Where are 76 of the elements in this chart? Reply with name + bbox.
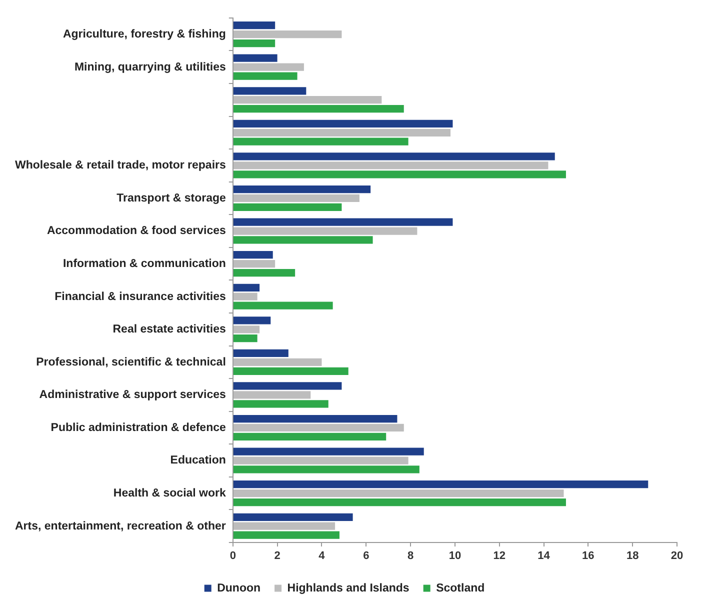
bar (233, 358, 322, 366)
x-tick-label: 0 (230, 550, 236, 562)
x-tick-label: 4 (318, 550, 326, 562)
y-tick-label: Public administration & defence (50, 422, 226, 434)
bar (233, 185, 371, 194)
bar (233, 72, 298, 80)
bar (233, 30, 342, 38)
bar (233, 268, 296, 277)
x-tick-label: 12 (493, 550, 506, 562)
x-tick-label: 14 (538, 550, 551, 562)
x-tick-label: 6 (363, 550, 370, 562)
bar (233, 316, 271, 324)
bar (233, 302, 333, 310)
legend-label: Scotland (436, 582, 485, 594)
bar (233, 292, 258, 300)
bar (233, 105, 404, 113)
bar (233, 414, 398, 423)
bar (233, 480, 648, 488)
y-tick-label: Real estate activities (112, 324, 226, 336)
bar (233, 490, 564, 498)
bar (233, 194, 360, 202)
y-tick-label: Accommodation & food services (46, 225, 226, 238)
bar (233, 22, 276, 30)
bar (233, 138, 408, 146)
bar (233, 513, 353, 521)
y-tick-label: Transport & storage (116, 192, 226, 204)
bar (233, 424, 404, 432)
bar (233, 400, 328, 408)
bar (233, 251, 273, 259)
bar (233, 367, 348, 375)
legend-label: Dunoon (217, 582, 261, 594)
y-tick-label: Wholesale & retail trade, motor repairs (14, 160, 226, 172)
y-tick-label: Information & communication (62, 258, 226, 270)
bar (233, 96, 382, 104)
bar (233, 349, 288, 358)
y-tick-label: Financial & insurance activities (54, 290, 226, 303)
bar (233, 334, 258, 342)
bar (233, 39, 276, 48)
x-tick-label: 8 (407, 550, 414, 562)
bar (233, 203, 342, 211)
bar (233, 284, 260, 292)
bar (233, 391, 311, 399)
bar (233, 87, 306, 95)
y-tick-label: Education (170, 454, 226, 467)
bar (233, 120, 453, 128)
x-tick-label: 16 (582, 550, 594, 562)
bar (233, 152, 555, 160)
y-tick-label: Agriculture, forestry & fishing (62, 28, 226, 40)
bar (233, 382, 342, 390)
bar (233, 236, 373, 244)
y-tick-label: Arts, entertainment, recreation & other (15, 520, 226, 532)
bar (233, 162, 548, 170)
bar (233, 170, 566, 178)
bar (233, 531, 340, 539)
bar (233, 260, 276, 268)
bar (233, 326, 260, 334)
y-tick-label: Professional, scientific & technical (36, 356, 226, 368)
y-tick-label: Mining, quarrying & utilities (74, 61, 226, 74)
y-tick-label: Health & social work (113, 487, 226, 500)
bar (233, 448, 424, 456)
bar (233, 54, 278, 62)
bar (233, 128, 451, 136)
y-tick-label: Administrative & support services (39, 389, 226, 402)
bar (233, 466, 420, 474)
legend-label: Highlands and Islands (287, 582, 410, 594)
bar (233, 432, 386, 441)
x-tick-label: 18 (626, 550, 639, 562)
x-tick-label: 10 (448, 550, 462, 562)
bar (233, 218, 453, 226)
x-tick-label: 20 (670, 550, 684, 562)
bar (233, 522, 336, 530)
bar (233, 63, 304, 71)
x-tick-label: 2 (274, 550, 280, 562)
bar (233, 498, 566, 506)
bar (233, 227, 418, 235)
bar (233, 456, 408, 464)
